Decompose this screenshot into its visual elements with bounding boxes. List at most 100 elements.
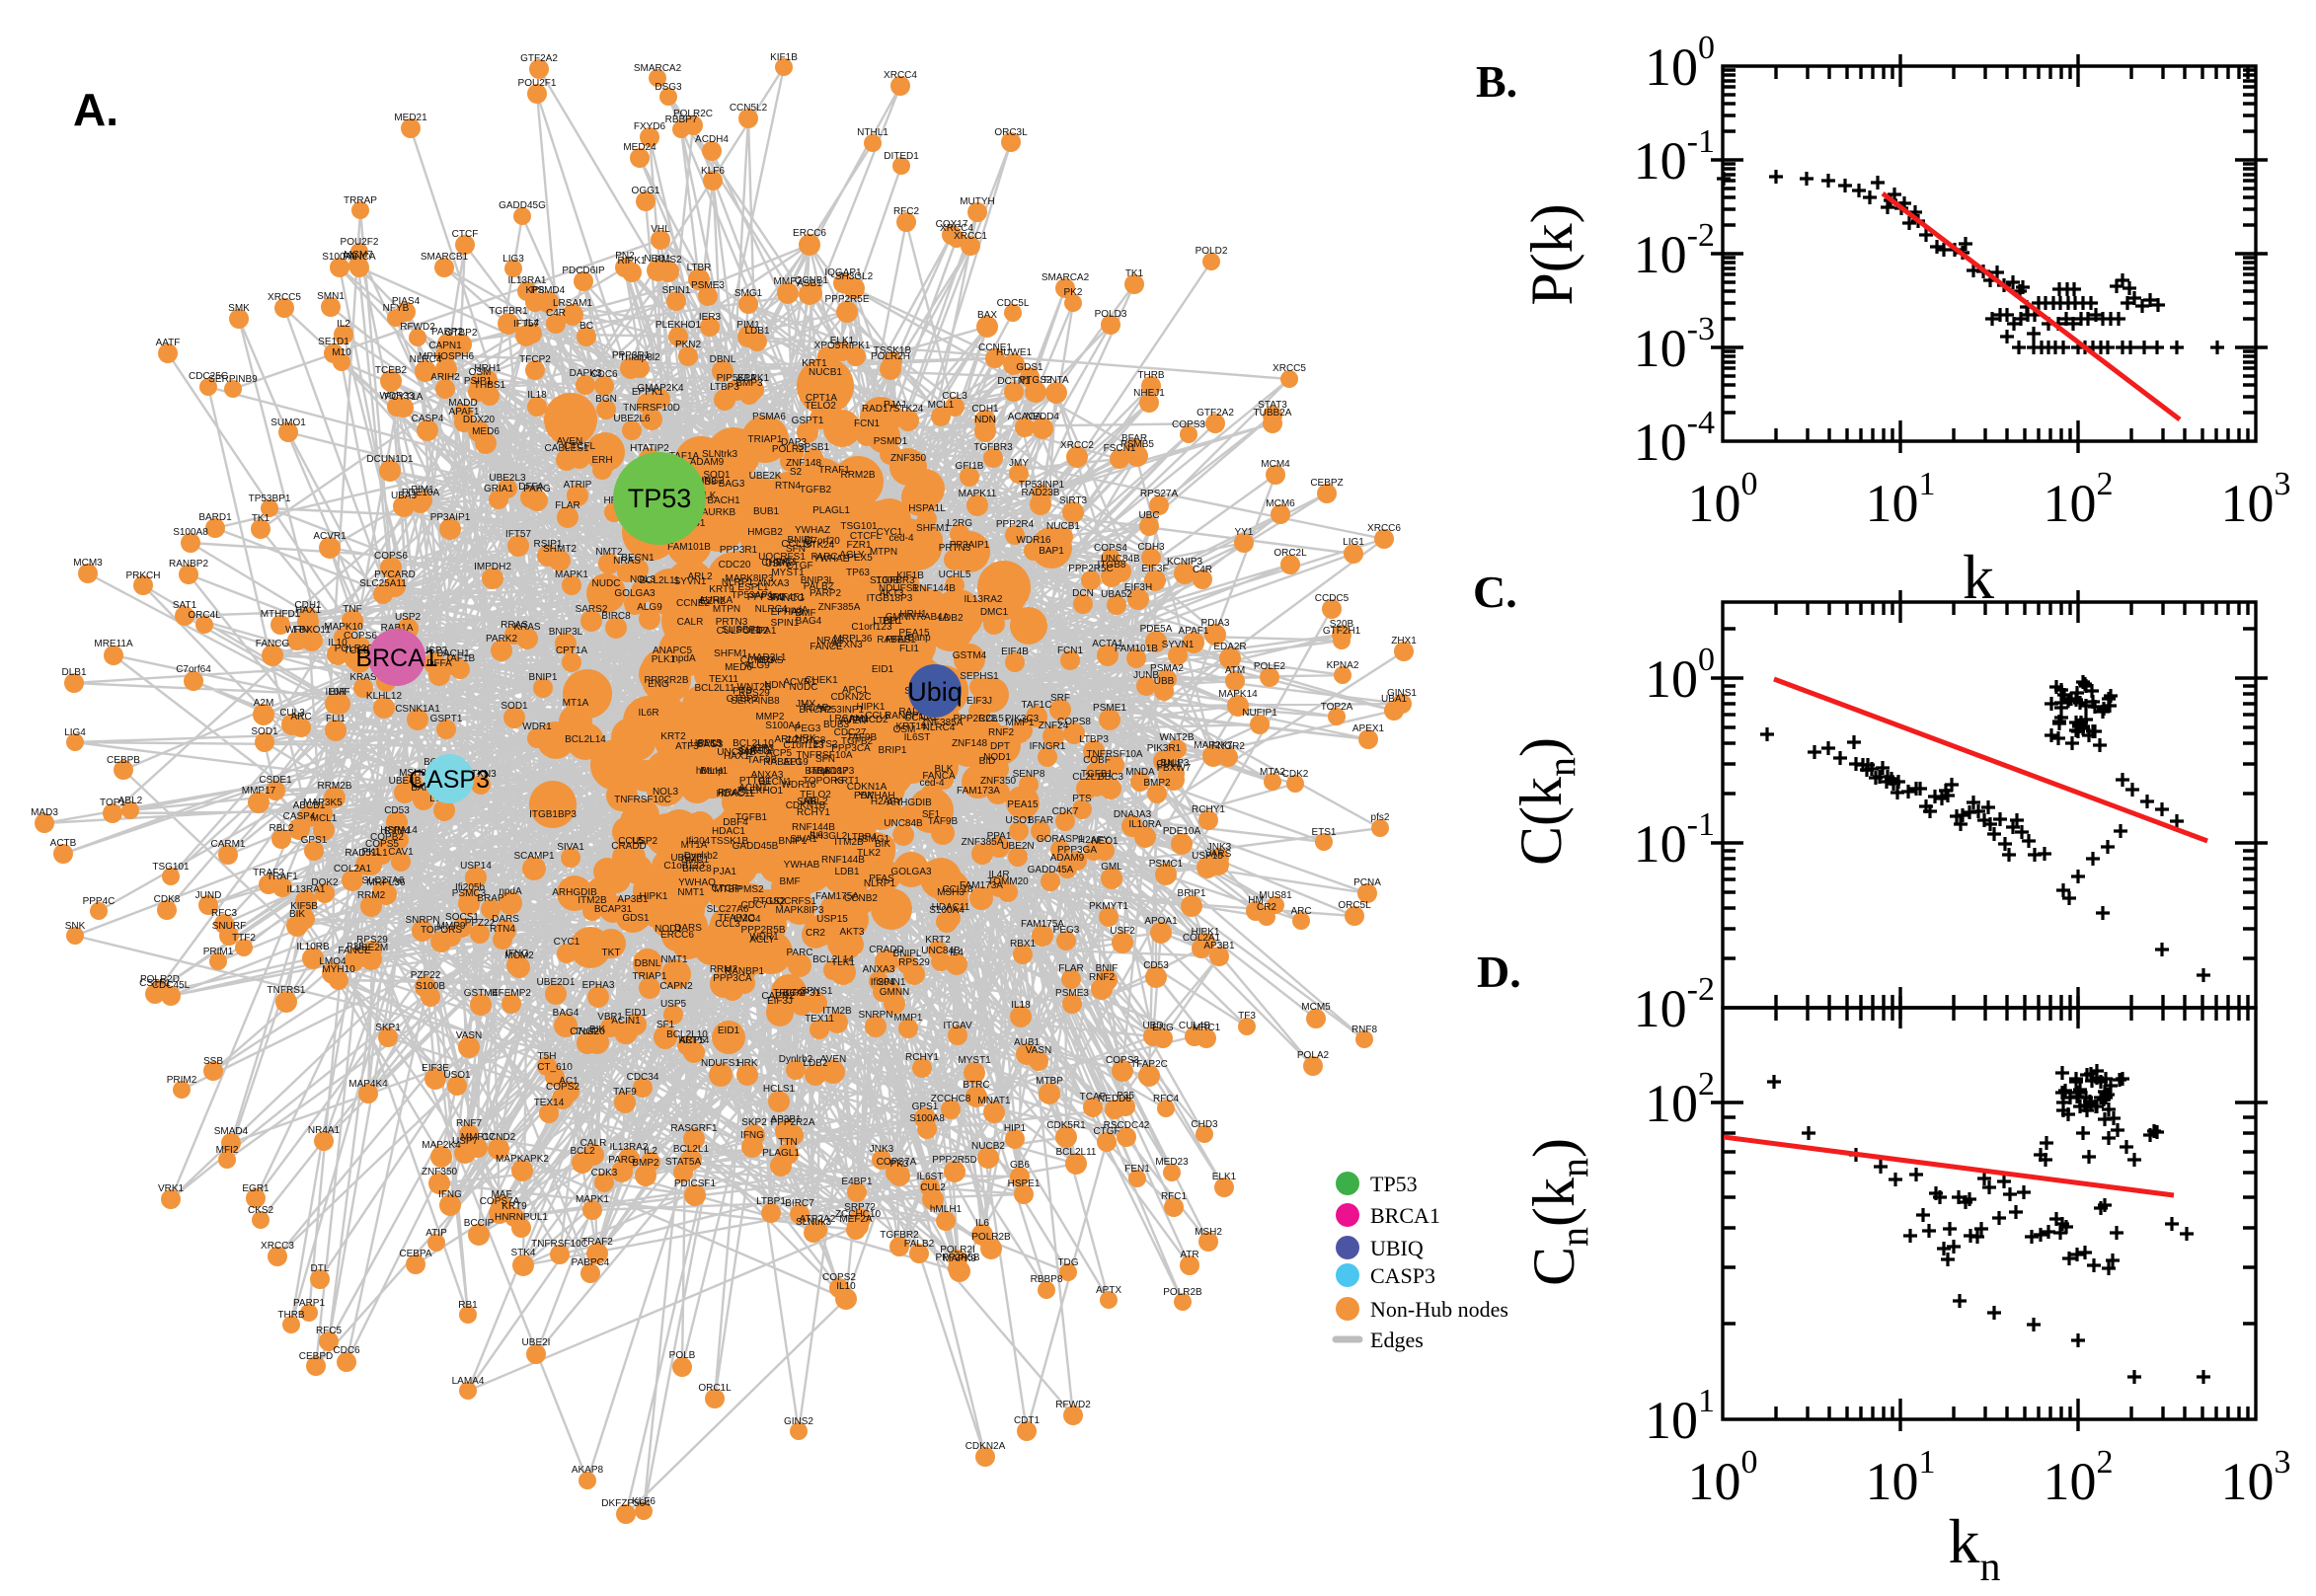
svg-text:CDK7: CDK7 [1052,806,1079,817]
svg-text:PDICSF1: PDICSF1 [674,1178,717,1189]
svg-text:RPS29: RPS29 [356,935,388,946]
svg-text:POLR2C: POLR2C [673,109,713,119]
svg-text:ACVR1: ACVR1 [313,531,347,542]
svg-text:RBBP7: RBBP7 [665,114,698,125]
svg-text:DAPK3: DAPK3 [570,368,602,379]
svg-text:TOP1: TOP1 [100,798,125,808]
svg-text:BNIP3: BNIP3 [1161,758,1190,769]
svg-text:RPS29: RPS29 [738,688,770,699]
svg-text:BCL2L14: BCL2L14 [565,734,606,745]
svg-text:BGN: BGN [595,394,617,405]
svg-text:HIPK1: HIPK1 [640,891,668,902]
svg-text:POLR2H: POLR2H [871,351,910,362]
svg-text:EZH2: EZH2 [700,596,726,607]
svg-text:FANCG: FANCG [256,639,290,649]
svg-text:XRCC2: XRCC2 [1060,440,1094,451]
svg-text:IL6R: IL6R [325,687,346,698]
svg-text:BRIP1: BRIP1 [879,745,907,756]
svg-text:SFN: SFN [786,544,806,555]
svg-text:TGFB1: TGFB1 [735,812,768,823]
svg-text:PDE10A: PDE10A [1163,826,1201,837]
svg-text:IL10RB: IL10RB [296,942,330,952]
svg-text:PPP2R2A: PPP2R2A [770,1117,814,1128]
svg-text:AUB1: AUB1 [1014,1037,1041,1048]
svg-text:C4R: C4R [1193,565,1212,575]
svg-text:PEX5: PEX5 [847,553,873,564]
svg-text:DCUN1D1: DCUN1D1 [366,454,414,465]
svg-text:CCND2: CCND2 [482,1132,516,1143]
svg-text:SYVN1: SYVN1 [674,576,707,587]
svg-text:KRAS: KRAS [513,622,541,633]
svg-text:CPT1A: CPT1A [806,393,838,404]
svg-text:MAPK9: MAPK9 [943,1254,976,1264]
svg-text:BCL2L11: BCL2L11 [640,575,680,586]
svg-text:MMP17: MMP17 [461,1132,496,1143]
svg-text:PARC: PARC [811,552,837,563]
svg-text:AURKA: AURKA [699,595,733,606]
svg-text:DSG3: DSG3 [655,82,682,93]
svg-text:GPS1: GPS1 [301,835,328,846]
svg-text:LIG4: LIG4 [64,727,86,738]
svg-text:EIF3J: EIF3J [966,696,992,707]
svg-text:COBF: COBF [1083,755,1111,766]
svg-text:TGFBR2: TGFBR2 [880,1230,919,1241]
svg-text:SH6: SH6 [797,797,816,807]
svg-text:RFC5: RFC5 [316,1326,343,1336]
svg-text:DMC1: DMC1 [681,855,710,866]
svg-text:PBK: PBK [854,791,874,801]
svg-text:BUB1: BUB1 [753,506,780,517]
svg-text:102: 102 [1645,1066,1715,1133]
svg-text:SH3GL2: SH3GL2 [835,271,874,282]
svg-text:CDC6: CDC6 [590,369,618,380]
svg-text:FANCA: FANCA [343,252,376,263]
svg-text:RRM2: RRM2 [710,964,738,975]
svg-text:EIF3J: EIF3J [767,996,793,1007]
svg-text:PPP3R1: PPP3R1 [612,350,651,361]
svg-text:PSMB5: PSMB5 [1120,439,1154,450]
svg-text:TP53INP1: TP53INP1 [818,705,865,716]
svg-text:GORASP1: GORASP1 [1037,834,1085,845]
svg-text:GTBP2: GTBP2 [445,328,478,339]
svg-text:RFC4: RFC4 [1153,1094,1180,1104]
svg-text:FAM175A: FAM175A [815,891,859,902]
svg-text:PSME3: PSME3 [691,280,725,291]
svg-text:BCAP31: BCAP31 [783,988,821,999]
svg-text:LDB1: LDB1 [744,326,769,337]
svg-text:NLRP1: NLRP1 [864,878,896,889]
svg-text:IL6: IL6 [810,830,823,841]
svg-text:TRIAP1: TRIAP1 [747,434,782,445]
svg-text:MAD3: MAD3 [31,807,58,818]
svg-text:BMP2: BMP2 [1143,778,1171,789]
svg-text:IL10: IL10 [836,1281,856,1292]
svg-text:CASP3: CASP3 [409,766,490,794]
svg-text:MMP1: MMP1 [1006,718,1035,728]
svg-text:PP3AIP1: PP3AIP1 [950,540,990,551]
svg-text:ADAM9: ADAM9 [1050,853,1085,864]
svg-text:TEX11: TEX11 [805,1014,834,1025]
svg-text:MMP2: MMP2 [774,276,803,287]
svg-text:HAX1: HAX1 [724,751,750,762]
svg-text:MED6: MED6 [472,426,500,437]
svg-text:MRC1: MRC1 [1193,1023,1221,1033]
svg-text:YWHAB: YWHAB [784,860,820,871]
svg-text:PPP2R5E: PPP2R5E [824,294,869,305]
svg-text:PPP2R5B: PPP2R5B [740,925,785,936]
svg-text:ITM2B: ITM2B [578,895,607,906]
svg-text:L2RG: L2RG [947,518,972,529]
svg-text:HRH1: HRH1 [899,609,927,620]
svg-text:C4R: C4R [546,308,566,319]
svg-text:PIM1: PIM1 [411,485,434,495]
svg-text:GMAP2K4: GMAP2K4 [637,383,684,394]
svg-text:KRT2: KRT2 [925,935,951,946]
svg-text:RAB1A: RAB1A [381,623,414,634]
svg-text:ZHX1: ZHX1 [1391,636,1417,646]
svg-text:COPS7A: COPS7A [877,1157,917,1168]
svg-text:EID1: EID1 [625,1008,648,1019]
svg-text:EPHA3: EPHA3 [771,607,804,618]
svg-text:PN2: PN2 [615,251,635,262]
svg-text:TCAP: TCAP [1080,1092,1107,1102]
svg-text:IL13RA1: IL13RA1 [287,884,326,895]
svg-text:TELO2: TELO2 [805,401,836,412]
svg-text:MNAT1: MNAT1 [977,1096,1011,1106]
svg-text:SMARCA2: SMARCA2 [634,63,682,74]
